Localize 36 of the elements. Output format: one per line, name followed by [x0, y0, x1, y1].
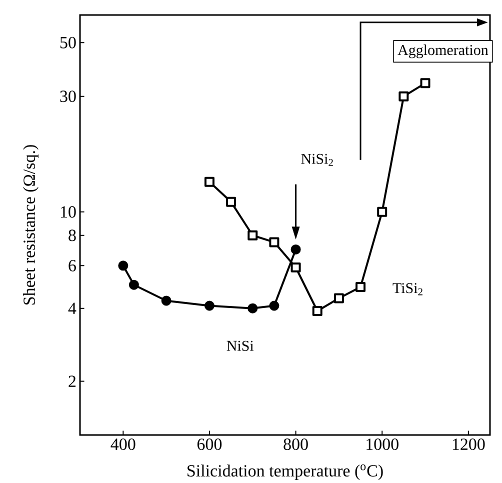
- point: [248, 230, 258, 240]
- y-tick-label: 4: [68, 302, 76, 314]
- annotation: Agglomeration: [398, 44, 488, 58]
- x-tick-label: 1000: [366, 438, 398, 450]
- point: [290, 262, 301, 272]
- point: [312, 306, 322, 316]
- point: [204, 176, 214, 187]
- point: [248, 303, 258, 314]
- y-tick-label: 2: [68, 375, 76, 387]
- point: [269, 237, 280, 248]
- y-tick-label: 50: [60, 36, 76, 48]
- point: [290, 244, 301, 254]
- point: [377, 206, 388, 217]
- x-axis-title: Silicidation temperature ($^{o}$C): [188, 464, 383, 480]
- point: [420, 78, 430, 88]
- point: [226, 196, 236, 207]
- x-tick-label: 1200: [452, 438, 485, 450]
- point: [334, 293, 344, 304]
- series-label: TiSi$_{2}$: [392, 282, 422, 296]
- y-tick-label: 8: [68, 229, 76, 241]
- y-axis-title: Sheet resistance (Ω/sq.): [23, 144, 38, 304]
- point: [398, 91, 409, 102]
- point: [128, 280, 139, 290]
- point: [269, 300, 280, 311]
- y-tick-label: 10: [60, 206, 76, 218]
- series-label: NiSi: [226, 340, 254, 351]
- y-tick-label: 30: [60, 90, 76, 102]
- y-tick-label: 6: [68, 260, 76, 272]
- point: [161, 296, 172, 306]
- point: [118, 260, 128, 270]
- point: [204, 300, 214, 311]
- x-tick-label: 400: [110, 438, 136, 450]
- x-tick-label: 800: [284, 438, 308, 450]
- point: [356, 282, 366, 292]
- annotation: NiSi$_{2}$: [301, 154, 333, 166]
- x-tick-label: 600: [197, 438, 222, 450]
